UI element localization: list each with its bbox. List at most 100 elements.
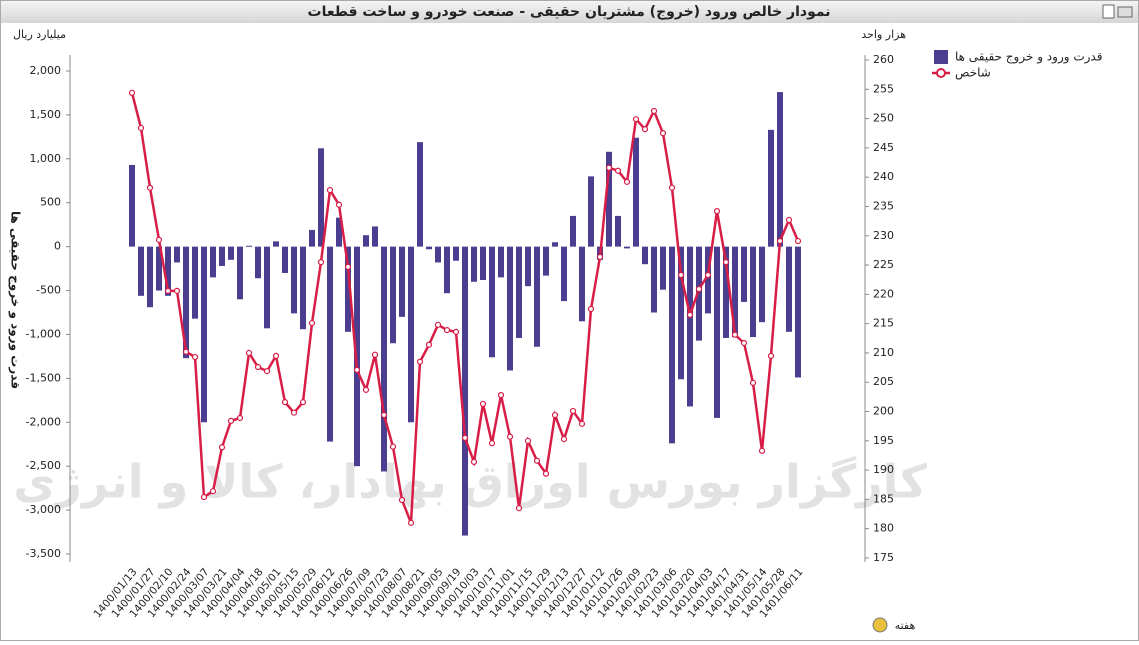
line-marker: [695, 285, 703, 293]
line-marker: [533, 457, 541, 464]
bar: [507, 246, 513, 371]
line-marker: [299, 399, 307, 406]
line-marker: [335, 201, 343, 208]
line-marker: [344, 263, 352, 270]
line-marker: [650, 107, 658, 115]
line-marker: [479, 400, 487, 408]
bar: [624, 246, 630, 249]
bar: [246, 245, 252, 247]
line-marker: [326, 186, 334, 194]
line-marker: [371, 351, 379, 358]
line-marker: [785, 216, 793, 224]
y-axis-label: قدرت ورود و خروج حقیقی ها: [8, 211, 23, 389]
bar: [138, 246, 144, 296]
bar: [381, 246, 387, 472]
bar: [444, 246, 450, 294]
line-marker: [542, 470, 550, 477]
y2-tick-label: 235: [873, 199, 894, 212]
y-tick-label: 0: [54, 240, 61, 253]
export-icon[interactable]: [1102, 4, 1115, 19]
line-marker: [425, 341, 433, 348]
line-marker: [380, 411, 388, 419]
y-tick-label: -2,500: [26, 459, 61, 472]
y-tick-label: -1,500: [26, 371, 61, 384]
bar: [489, 246, 495, 358]
line-marker: [182, 348, 190, 355]
bar: [462, 246, 468, 536]
bar: [210, 246, 216, 278]
y2-tick-label: 245: [873, 141, 894, 154]
y2-tick-label: 250: [873, 112, 894, 125]
bar: [795, 246, 801, 378]
bar: [237, 246, 243, 300]
bar: [588, 176, 594, 247]
line-marker: [794, 237, 802, 245]
y2-tick-label: 240: [873, 170, 894, 183]
bar: [183, 246, 189, 359]
line-marker: [191, 353, 199, 361]
line-marker: [236, 414, 244, 422]
bar: [255, 246, 261, 279]
line-marker: [461, 434, 469, 441]
bar: [345, 246, 351, 332]
y-tick-label: -3,500: [26, 547, 61, 560]
print-icon[interactable]: [1117, 6, 1133, 18]
bar: [498, 246, 504, 278]
bar: [309, 229, 315, 247]
bar: [687, 246, 693, 407]
line-marker: [452, 328, 460, 335]
bar: [570, 215, 576, 247]
line-marker: [686, 311, 694, 318]
line-marker: [434, 321, 442, 328]
bar: [732, 246, 738, 338]
line-marker: [731, 331, 739, 338]
bar: [606, 151, 612, 247]
line-marker: [596, 253, 604, 260]
y-tick-label: 1,500: [30, 108, 62, 121]
bar: [480, 246, 486, 281]
line-marker: [632, 116, 640, 123]
line-marker: [416, 358, 424, 365]
line-marker: [164, 287, 172, 294]
line-marker: [317, 259, 325, 266]
y2-tick-label: 215: [873, 317, 894, 330]
bar: [426, 246, 432, 250]
bar: [543, 246, 549, 276]
line-marker: [497, 392, 505, 399]
line-marker: [200, 493, 208, 501]
line-marker: [515, 505, 523, 512]
line-marker: [218, 444, 226, 451]
bar: [723, 246, 729, 338]
y2-tick-label: 205: [873, 375, 894, 388]
y-tick-label: -2,000: [26, 415, 61, 428]
bar: [678, 246, 684, 380]
line-marker: [389, 443, 397, 450]
line-marker: [524, 437, 532, 444]
line-marker: [560, 435, 568, 443]
bar: [174, 246, 180, 263]
watermark: کارگزار بورس اوراق بهادار، کالا و انرژی: [13, 455, 927, 509]
line-marker: [758, 447, 766, 454]
legend-label: قدرت ورود و خروج حقیقی ها: [955, 50, 1102, 65]
bar: [786, 246, 792, 332]
bar: [435, 246, 441, 263]
line-marker: [488, 440, 496, 447]
line-marker: [137, 124, 145, 132]
bar: [273, 241, 279, 247]
refresh-icon[interactable]: [872, 617, 888, 633]
bar: [705, 246, 711, 314]
line-marker: [209, 488, 217, 495]
bar: [651, 246, 657, 313]
y2-tick-label: 260: [873, 53, 894, 66]
bar: [516, 246, 522, 338]
bar: [408, 246, 414, 423]
line-marker: [362, 386, 370, 393]
bar: [201, 246, 207, 423]
y2-tick-label: 175: [873, 551, 894, 564]
line-marker: [569, 407, 577, 415]
line-marker: [722, 259, 730, 266]
bar: [696, 246, 702, 341]
bar: [165, 246, 171, 296]
line-marker: [290, 409, 298, 416]
